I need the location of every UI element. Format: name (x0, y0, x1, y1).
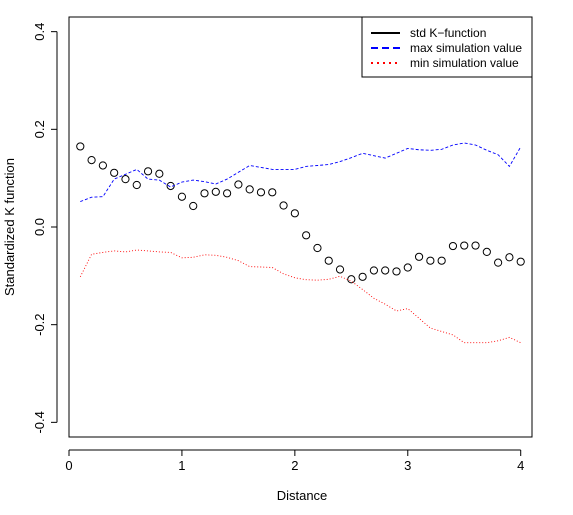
k-function-point (335, 265, 345, 274)
y-tick-label: 0.4 (32, 23, 47, 41)
y-tick-label: -0.2 (32, 313, 47, 335)
k-function-point (358, 272, 367, 281)
k-function-point (437, 256, 446, 265)
k-function-point (313, 243, 322, 253)
max-simulation-line (80, 142, 522, 203)
x-tick-label: 1 (178, 458, 185, 473)
k-function-point (76, 142, 85, 151)
k-function-point (189, 201, 198, 211)
k-function-point (403, 263, 412, 272)
y-axis: -0.4 -0.2 0.0 0.2 0.4 (32, 23, 58, 434)
y-axis-label: Standardized K function (2, 158, 17, 296)
k-function-point (87, 155, 96, 165)
k-function-point (177, 192, 187, 201)
k-function-point (471, 241, 480, 250)
k-function-point (369, 266, 379, 275)
k-function-point (347, 275, 356, 284)
k-function-point (98, 161, 107, 170)
k-function-point (414, 252, 424, 261)
min-simulation-line (79, 249, 521, 344)
k-function-point (302, 231, 311, 240)
plot-frame (68, 16, 533, 438)
series-layer (76, 142, 525, 344)
k-function-point (222, 189, 232, 198)
k-function-point (324, 256, 333, 265)
legend-box (361, 16, 533, 78)
k-function-point (256, 188, 266, 197)
k-function-point (426, 256, 435, 265)
y-tick-label: 0.0 (32, 218, 47, 236)
k-function-point (482, 247, 491, 257)
x-axis-label: Distance (277, 488, 328, 503)
x-tick-label: 2 (291, 458, 298, 473)
k-function-point (121, 175, 130, 184)
k-function-point (392, 267, 401, 276)
y-tick-label: 0.2 (32, 120, 47, 138)
k-function-point (279, 201, 288, 210)
k-function-point (268, 188, 277, 197)
k-function-point (460, 241, 469, 250)
k-function-point (245, 185, 254, 194)
x-axis: 0 1 2 3 4 (65, 449, 524, 473)
k-function-point (234, 180, 243, 189)
y-tick-label: -0.4 (32, 411, 47, 433)
k-function-point (110, 168, 119, 177)
legend-label: std K−function (410, 26, 486, 40)
x-tick-label: 0 (65, 458, 72, 473)
legend-label: max simulation value (410, 41, 522, 55)
k-function-point (290, 209, 299, 218)
x-tick-label: 3 (404, 458, 411, 473)
k-function-point (155, 169, 164, 178)
k-function-point (166, 181, 175, 191)
k-function-point (211, 187, 220, 196)
k-function-point (132, 180, 141, 190)
k-function-point (448, 241, 458, 251)
k-function-point (505, 253, 514, 262)
k-function-point (494, 258, 503, 267)
legend-label: min simulation value (410, 56, 519, 70)
k-function-point (381, 266, 390, 275)
k-function-point (200, 189, 209, 198)
k-function-point (516, 257, 525, 266)
x-tick-label: 4 (517, 458, 524, 473)
k-function-point (143, 167, 153, 176)
